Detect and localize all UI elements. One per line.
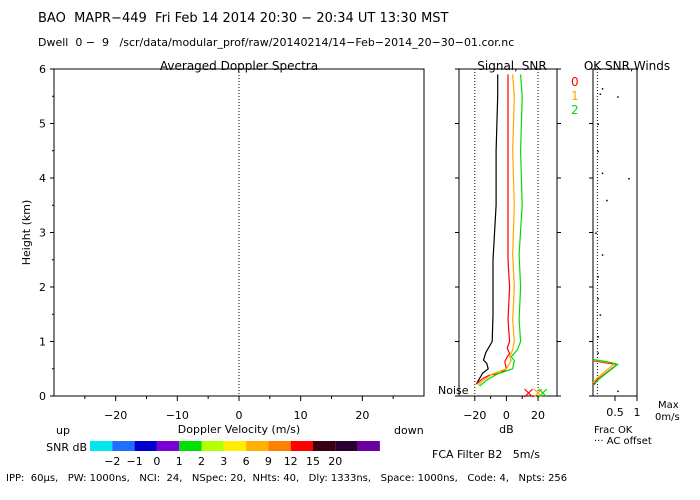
snr-noise-marker-0 [524,388,533,398]
snr-legend-1: 1 [571,89,579,103]
spectra-y-tick-label: 2 [39,281,46,294]
snr-scale-swatch [112,441,135,451]
snr-legend-0: 0 [571,75,579,89]
winds-dot [617,390,619,393]
winds-speed-label: 0m/s [655,412,680,423]
snr-scale-swatch [268,441,291,451]
snr-x-tick-label: 0 [503,409,510,422]
spectra-y-tick-label: 6 [39,63,46,76]
winds-x-tick-label: 1 [634,406,641,419]
winds-frac-ok-label: Frac OK [594,425,633,436]
snr-scale-label: 9 [265,455,272,468]
spectra-up-label: up [56,424,70,437]
winds-dot [601,88,604,90]
snr-scale-label: 6 [243,455,250,468]
spectra-x-axis-label: Doppler Velocity (m/s) [178,423,300,436]
snr-scale-swatch [335,441,358,451]
snr-scale-label: 0 [153,455,160,468]
snr-title: Signal, SNR [477,59,546,73]
winds-dot [597,336,599,338]
snr-x-tick-label: −20 [463,409,486,422]
snr-x-tick-label: 20 [531,409,545,422]
winds-frame [592,68,638,397]
winds-title: OK SNR,Winds [584,59,670,73]
winds-dot [597,352,599,354]
winds-dot [597,123,599,125]
winds-dot [595,232,597,234]
spectra-x-tick-label: −20 [104,409,127,422]
winds-dot [606,199,608,202]
snr-scale-swatch [357,441,380,451]
snr-scale-swatch [246,441,269,451]
snr-scale-swatch [134,441,157,451]
winds-max-label: Max [658,400,679,411]
spectra-y-tick-label: 4 [39,172,46,185]
snr-scale-title: SNR dB [46,441,87,454]
winds-dot [601,254,604,256]
snr-series-0 [476,74,511,385]
snr-series-1 [477,74,515,386]
snr-scale-label: 3 [220,455,227,468]
snr-series-2 [479,74,523,387]
snr-scale-swatch [156,441,180,451]
snr-scale-label: 1 [176,455,183,468]
snr-scale-label: −1 [126,455,142,468]
snr-scale-swatch [290,441,313,451]
header-dwell-path: Dwell 0 − 9 /scr/data/modular_prof/raw/2… [38,36,515,49]
spectra-down-label: down [394,424,424,437]
winds-dot [628,178,630,180]
winds-dot [597,150,599,153]
footer-params: IPP: 60μs, PW: 1000ns, NCI: 24, NSpec: 2… [6,473,568,484]
snr-scale-label: 12 [284,455,298,468]
spectra-y-tick-label: 0 [39,390,46,403]
snr-scale-swatch [223,441,247,451]
spectra-x-tick-label: 0 [236,409,243,422]
spectra-x-tick-label: 20 [355,409,369,422]
winds-dot [597,276,599,278]
winds-dot [597,297,599,300]
winds-dot [601,172,604,175]
header-title: BAO MAPR−449 Fri Feb 14 2014 20:30 − 20:… [38,11,449,26]
winds-frac-series-2 [592,358,619,386]
spectra-y-tick-label: 5 [39,118,46,131]
snr-noise-label: Noise [438,384,469,397]
snr-scale-swatch [201,441,224,451]
winds-x-tick-label: 0.5 [606,406,624,419]
snr-series-signal [475,74,499,385]
snr-noise-marker-2 [538,388,548,398]
snr-scale-swatch [313,441,336,451]
winds-ac-offset-label: ··· AC offset [594,436,652,447]
winds-dot [617,96,619,98]
spectra-y-tick-label: 3 [39,227,46,240]
snr-scale-label: 2 [198,455,205,468]
snr-scale-swatch [90,441,113,451]
spectra-title: Averaged Doppler Spectra [160,59,318,73]
snr-scale-label: 20 [328,455,342,468]
spectra-frame [53,68,425,397]
snr-scale-label: 15 [306,455,320,468]
footer-filter: FCA Filter B2 5m/s [432,448,540,461]
spectra-y-axis-label: Height (km) [20,200,33,266]
spectra-x-tick-label: 10 [294,409,308,422]
snr-scale-label: −2 [104,455,120,468]
winds-dot [599,93,602,95]
spectra-y-tick-label: 1 [39,336,46,349]
spectra-x-tick-label: −10 [166,409,189,422]
snr-x-axis-label: dB [499,423,514,436]
winds-dot [599,314,602,316]
snr-scale-swatch [179,441,202,451]
snr-legend-2: 2 [571,103,579,117]
